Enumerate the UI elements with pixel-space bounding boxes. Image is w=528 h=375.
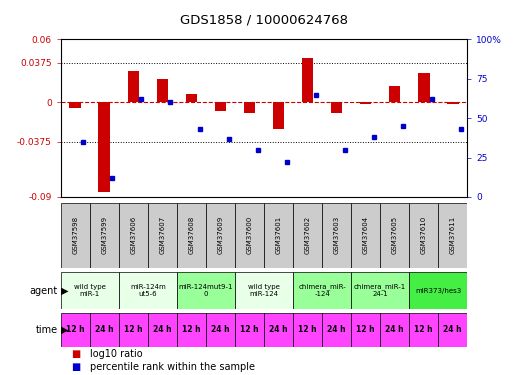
Text: wild type
miR-1: wild type miR-1 [74,284,106,297]
Text: 24 h: 24 h [153,326,172,334]
Bar [244,102,256,113]
Bar [61,272,119,309]
Text: 12 h: 12 h [66,326,84,334]
Bar [177,202,206,268]
Text: GSM37606: GSM37606 [130,216,136,254]
Text: GSM37609: GSM37609 [218,216,223,254]
Text: 24 h: 24 h [385,326,404,334]
Bar [177,272,235,309]
Text: GSM37608: GSM37608 [188,216,194,254]
Text: ▶: ▶ [61,325,69,335]
Bar [235,272,293,309]
Bar [157,79,168,102]
Text: ■: ■ [71,362,81,372]
Bar [272,102,284,129]
Bar [119,313,148,347]
Bar [322,202,351,268]
Bar [177,313,206,347]
Text: GDS1858 / 10000624768: GDS1858 / 10000624768 [180,13,348,26]
Text: wild type
miR-124: wild type miR-124 [248,284,280,297]
Text: 24 h: 24 h [211,326,230,334]
Text: GSM37603: GSM37603 [334,216,340,254]
Bar [214,102,227,111]
Text: log10 ratio: log10 ratio [90,350,143,359]
Bar [438,202,467,268]
Text: 12 h: 12 h [182,326,201,334]
Text: GSM37599: GSM37599 [101,216,107,254]
Text: miR373/hes3: miR373/hes3 [415,288,461,294]
Text: GSM37600: GSM37600 [247,216,252,254]
Text: 12 h: 12 h [414,326,433,334]
Text: GSM37602: GSM37602 [305,216,310,254]
Text: miR-124mut9-1
0: miR-124mut9-1 0 [178,284,233,297]
Bar [206,202,235,268]
Bar [264,313,293,347]
Bar [331,102,343,113]
Bar [61,313,90,347]
Text: GSM37607: GSM37607 [159,216,165,254]
Bar [119,272,177,309]
Text: ▶: ▶ [61,286,69,296]
Bar [447,102,458,105]
Text: chimera_miR-
-124: chimera_miR- -124 [298,284,346,297]
Bar [61,202,90,268]
Text: percentile rank within the sample: percentile rank within the sample [90,362,254,372]
Bar [409,272,467,309]
Text: GSM37601: GSM37601 [276,216,281,254]
Bar [235,202,264,268]
Bar [389,86,401,102]
Text: ■: ■ [71,350,81,359]
Bar [418,73,430,102]
Bar [206,313,235,347]
Bar [99,102,110,192]
Bar [235,313,264,347]
Text: GSM37605: GSM37605 [392,216,398,254]
Text: 12 h: 12 h [356,326,375,334]
Bar [119,202,148,268]
Text: 12 h: 12 h [298,326,317,334]
Text: 12 h: 12 h [124,326,143,334]
Bar [351,272,409,309]
Bar [351,313,380,347]
Text: 24 h: 24 h [444,326,462,334]
Bar [148,202,177,268]
Bar [70,102,81,108]
Text: miR-124m
ut5-6: miR-124m ut5-6 [130,284,166,297]
Text: time: time [36,325,58,335]
Bar [302,58,314,102]
Text: GSM37610: GSM37610 [421,216,427,254]
Text: GSM37604: GSM37604 [363,216,369,254]
Bar [293,313,322,347]
Bar [293,272,351,309]
Text: 24 h: 24 h [95,326,114,334]
Bar [148,313,177,347]
Bar [293,202,322,268]
Text: chimera_miR-1
24-1: chimera_miR-1 24-1 [354,284,406,297]
Bar [90,202,119,268]
Text: GSM37598: GSM37598 [72,216,78,254]
Bar [360,102,372,105]
Text: 24 h: 24 h [327,326,346,334]
Bar [380,202,409,268]
Text: 24 h: 24 h [269,326,288,334]
Text: GSM37611: GSM37611 [450,216,456,254]
Bar [409,313,438,347]
Bar [90,313,119,347]
Text: 12 h: 12 h [240,326,259,334]
Bar [186,94,197,102]
Bar [380,313,409,347]
Bar [128,71,139,102]
Bar [409,202,438,268]
Bar [351,202,380,268]
Bar [438,313,467,347]
Bar [322,313,351,347]
Text: agent: agent [30,286,58,296]
Bar [264,202,293,268]
